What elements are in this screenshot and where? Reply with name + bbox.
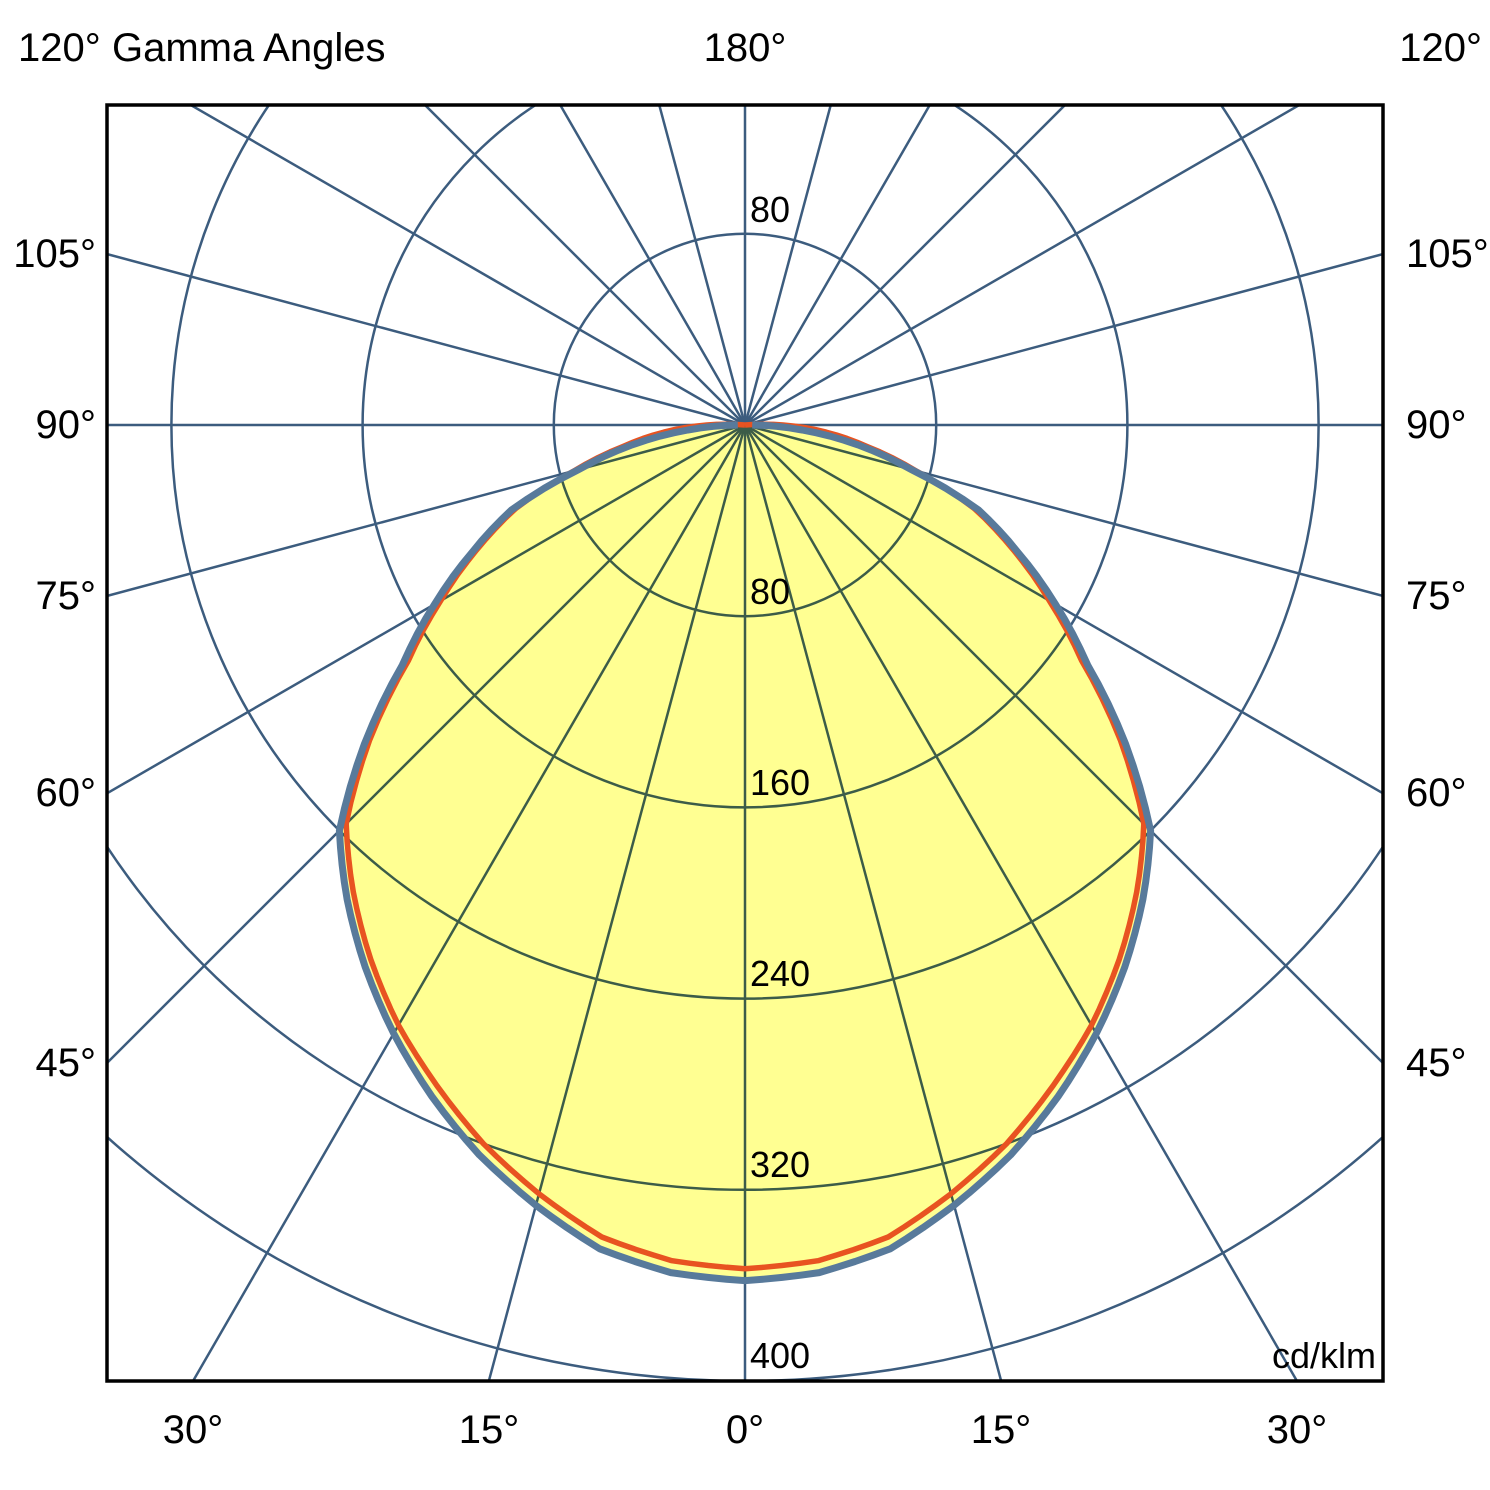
ring-label-160: 160 [750,762,811,803]
axis-label-bottom-30-left: 30° [162,1408,224,1452]
grid-radial-240 [188,105,746,427]
grid-radial-285 [107,423,746,598]
grid-radial-150 [743,105,932,426]
axis-label-bottom-15-right: 15° [970,1408,1032,1452]
ring-label-400: 400 [750,1335,811,1376]
unit-label: cd/klm [1271,1335,1376,1376]
grid-radial-195 [657,105,747,426]
distribution-curve-c0 [335,421,1155,1285]
grid-radial-165 [743,105,833,426]
axis-label-right-90: 90° [1406,403,1467,447]
ring-label-240: 240 [750,953,811,994]
axis-label-top-center-180: 180° [703,26,787,70]
axis-label-right-60: 60° [1406,771,1467,815]
axis-label-right-75: 75° [1406,574,1467,618]
axis-label-bottom-30-right: 30° [1266,1408,1328,1452]
grid-radial-75 [744,423,1383,598]
axis-label-right-105: 105° [1406,232,1489,276]
axis-label-top-right-120: 120° [1399,26,1482,70]
beam-fill [339,425,1151,1281]
page-title: Gamma Angles [112,26,386,70]
axis-label-left-90: 90° [35,403,97,447]
grid-radial-255 [107,252,746,427]
axis-label-top-left-120: 120° [18,26,101,70]
axis-label-right-45: 45° [1406,1041,1467,1085]
axis-label-bottom-0: 0° [725,1408,765,1452]
grid-radial-225 [423,105,746,426]
axis-label-left-105: 105° [13,232,96,276]
grid-radial-120 [744,105,1302,427]
plot-frame [105,103,1385,1383]
axis-label-left-60: 60° [35,771,97,815]
axis-label-left-75: 75° [35,574,97,618]
grid-radial-210 [558,105,747,426]
ring-label-320: 320 [750,1144,811,1185]
ring-label-80-upper: 80 [750,189,791,230]
grid-radial-105 [744,252,1383,427]
ring-label-80: 80 [750,571,791,612]
axis-label-bottom-15-left: 15° [458,1408,520,1452]
grid-radial-135 [744,105,1067,426]
axis-label-left-45: 45° [35,1041,97,1085]
